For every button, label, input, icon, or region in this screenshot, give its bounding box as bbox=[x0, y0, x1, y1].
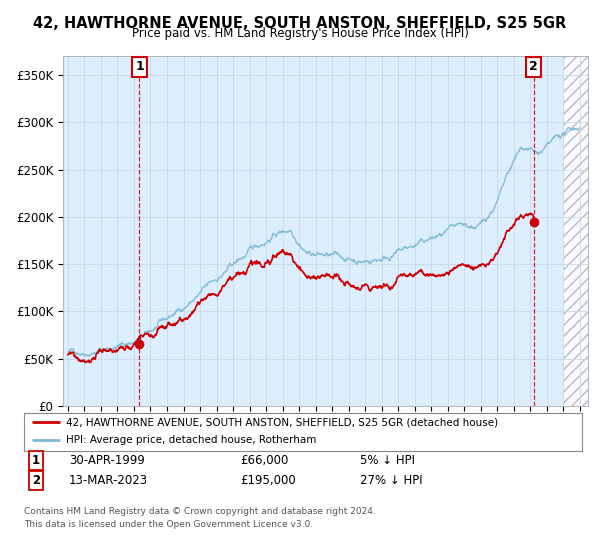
Text: Price paid vs. HM Land Registry's House Price Index (HPI): Price paid vs. HM Land Registry's House … bbox=[131, 27, 469, 40]
Text: HPI: Average price, detached house, Rotherham: HPI: Average price, detached house, Roth… bbox=[66, 435, 316, 445]
Text: 27% ↓ HPI: 27% ↓ HPI bbox=[360, 474, 422, 487]
Text: 13-MAR-2023: 13-MAR-2023 bbox=[69, 474, 148, 487]
Text: 42, HAWTHORNE AVENUE, SOUTH ANSTON, SHEFFIELD, S25 5GR: 42, HAWTHORNE AVENUE, SOUTH ANSTON, SHEF… bbox=[34, 16, 566, 31]
Text: 1: 1 bbox=[135, 60, 144, 73]
Bar bbox=[563, 56, 596, 406]
Text: 1: 1 bbox=[32, 454, 40, 467]
Text: 2: 2 bbox=[529, 60, 538, 73]
Text: This data is licensed under the Open Government Licence v3.0.: This data is licensed under the Open Gov… bbox=[24, 520, 313, 529]
Text: 2: 2 bbox=[32, 474, 40, 487]
Text: 30-APR-1999: 30-APR-1999 bbox=[69, 454, 145, 467]
Text: 42, HAWTHORNE AVENUE, SOUTH ANSTON, SHEFFIELD, S25 5GR (detached house): 42, HAWTHORNE AVENUE, SOUTH ANSTON, SHEF… bbox=[66, 417, 498, 427]
Text: Contains HM Land Registry data © Crown copyright and database right 2024.: Contains HM Land Registry data © Crown c… bbox=[24, 507, 376, 516]
Text: £66,000: £66,000 bbox=[240, 454, 289, 467]
Bar bbox=[563, 56, 596, 406]
Text: £195,000: £195,000 bbox=[240, 474, 296, 487]
Text: 5% ↓ HPI: 5% ↓ HPI bbox=[360, 454, 415, 467]
